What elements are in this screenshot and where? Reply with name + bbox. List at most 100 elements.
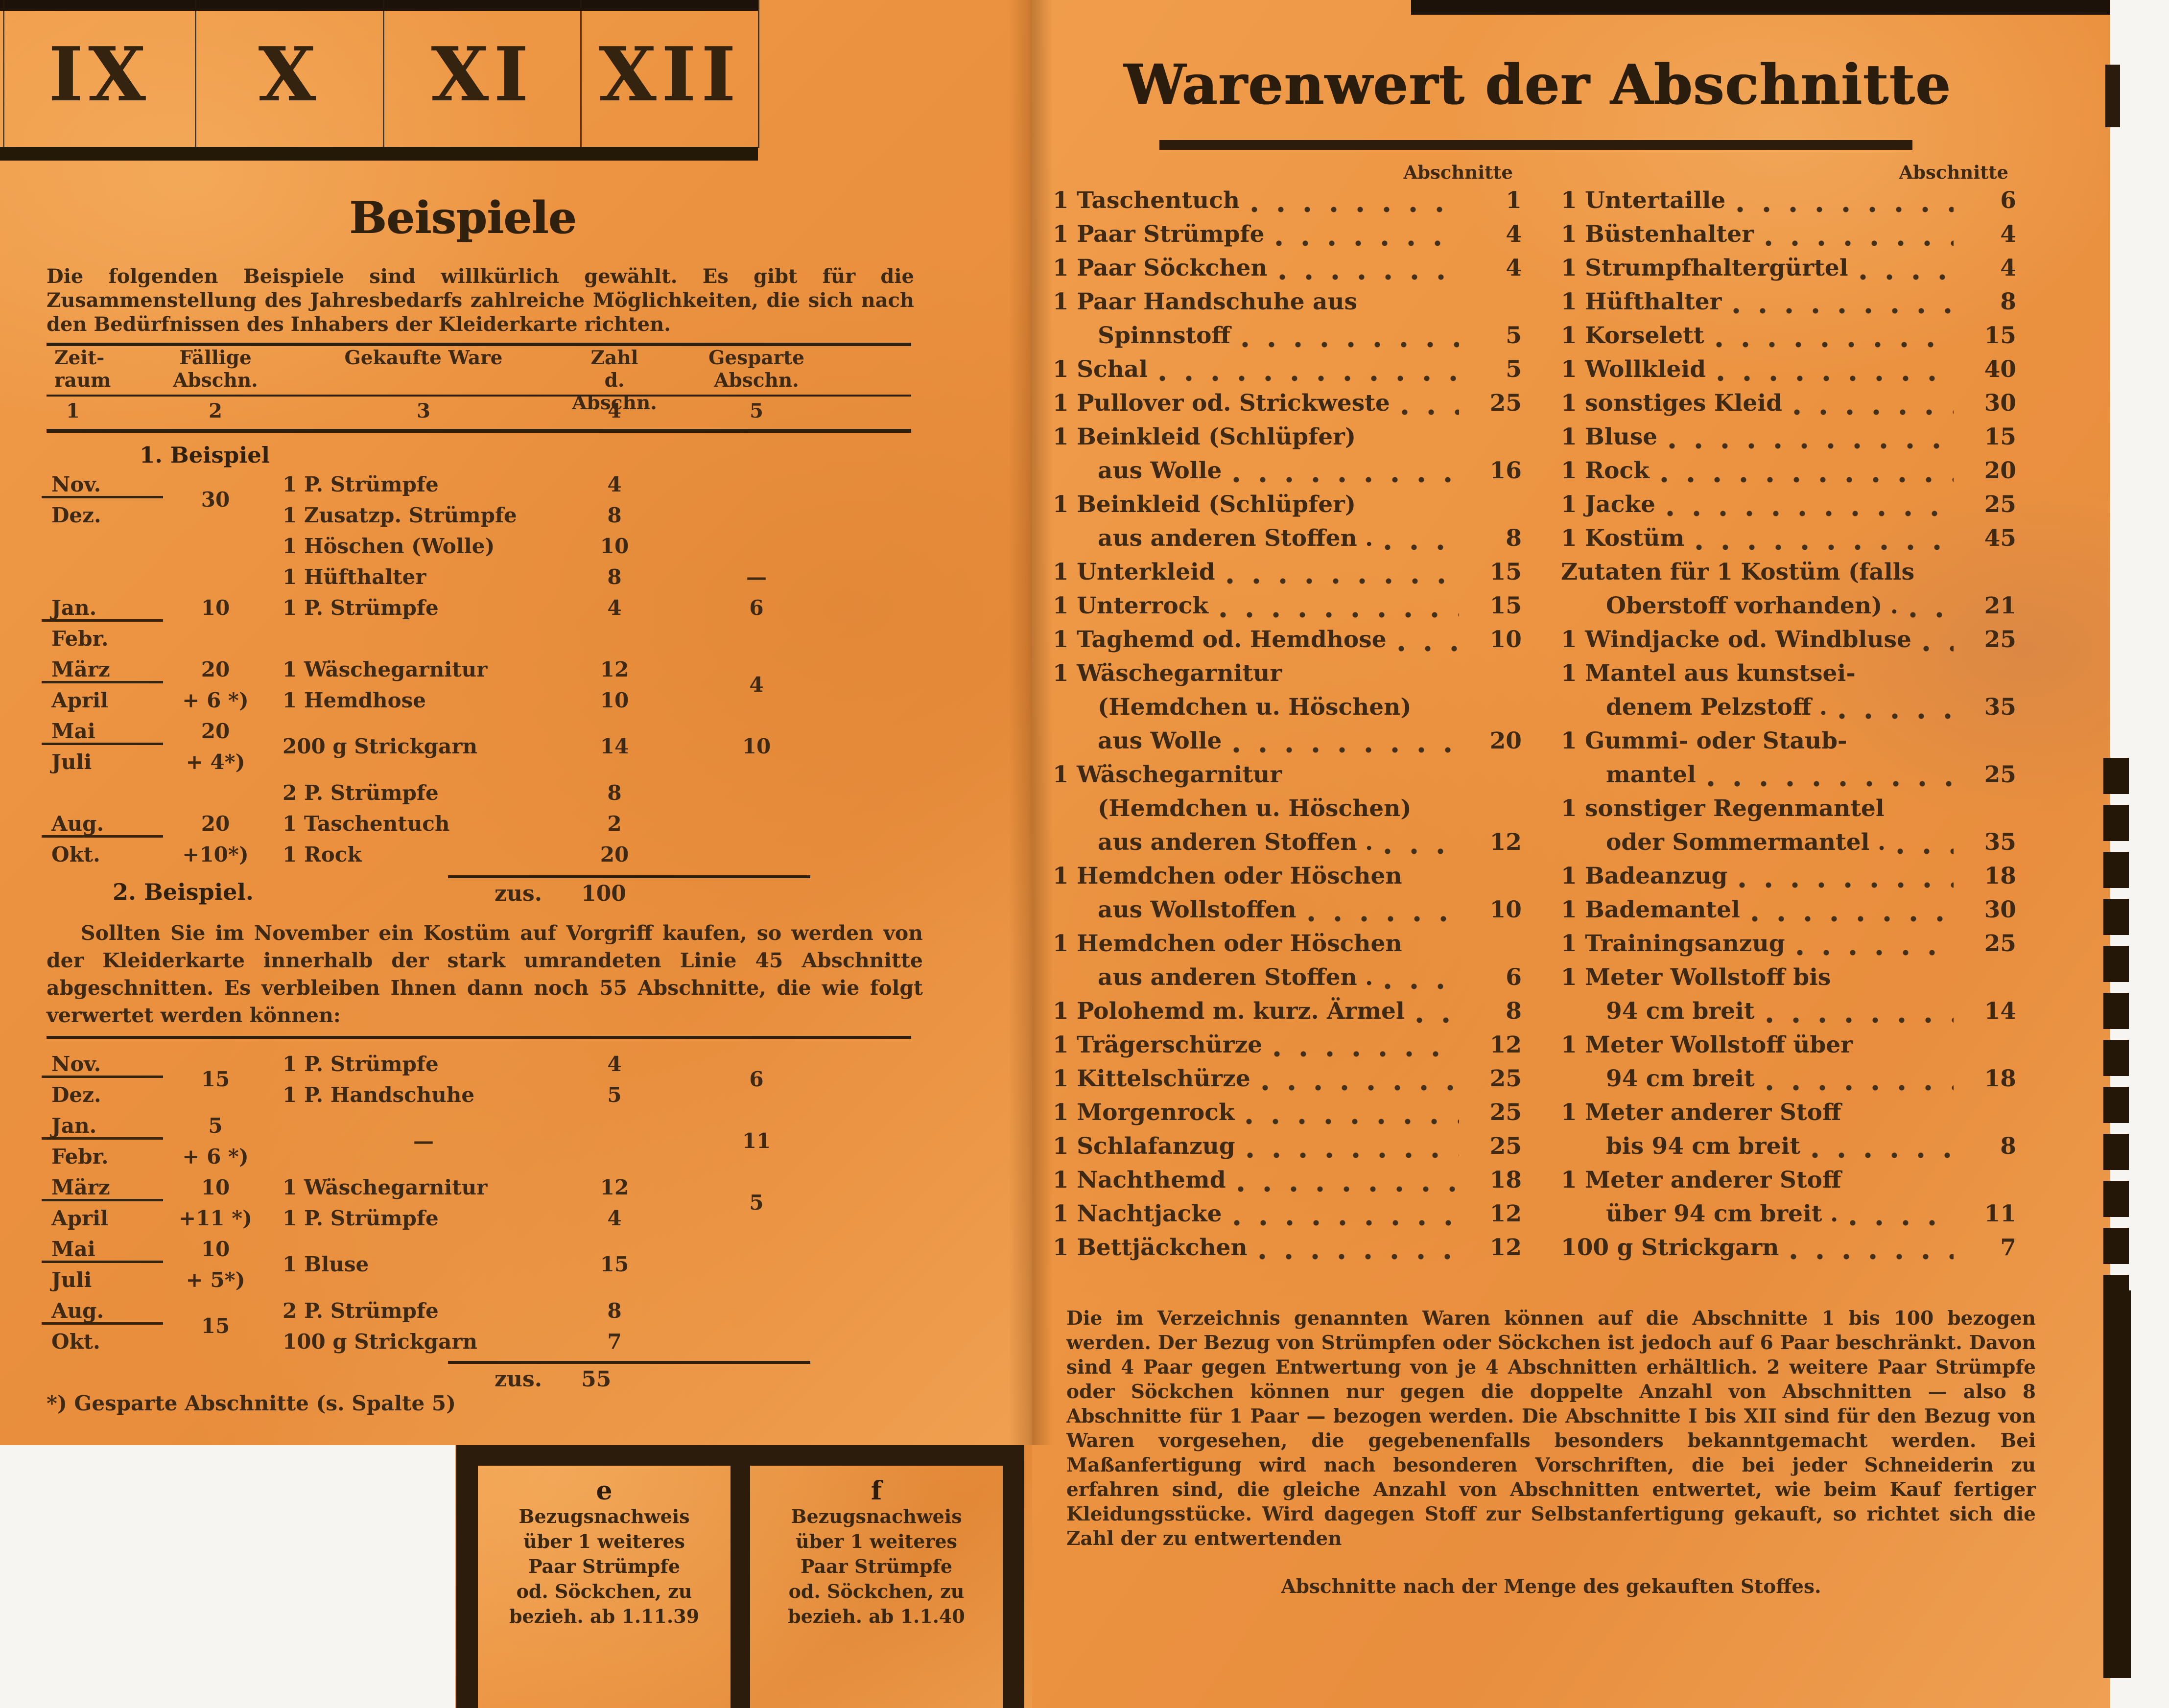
title-underline	[1159, 140, 1912, 150]
item-label: 1 Paar Strümpfe	[1053, 221, 1265, 248]
list-item: denem Pelzstoff . 35	[1561, 694, 2016, 727]
item-value: 18	[1984, 863, 2016, 889]
column-number: 2	[209, 399, 222, 422]
item-value: 35	[1984, 829, 2016, 856]
item-value: 4	[2000, 255, 2016, 281]
dot-leader	[1242, 341, 1459, 348]
table-row: Juli + 4*) 200 g Strickgarn 14 10	[47, 734, 854, 777]
item-value: 21	[1984, 592, 2016, 619]
list-item: 1 Unterkleid 15	[1053, 559, 1522, 592]
dot-leader	[1398, 645, 1459, 652]
cell-q: 7	[607, 1330, 622, 1354]
item-value: 15	[1984, 322, 2016, 349]
voucher-letter: f	[871, 1476, 882, 1506]
dot-leader	[1237, 1186, 1459, 1193]
item-value: 4	[1506, 221, 1522, 248]
cell-s: 6	[749, 1067, 764, 1091]
column-number: 5	[750, 399, 763, 422]
item-value: 8	[1506, 525, 1522, 552]
cell-s: 6	[749, 596, 764, 620]
voucher-letter: e	[596, 1476, 613, 1506]
item-label: 1 Büstenhalter	[1561, 221, 1754, 248]
dot-leader	[1733, 307, 1954, 314]
list-item: 100 g Strickgarn 7	[1561, 1234, 2016, 1268]
dot-leader	[1696, 544, 1954, 551]
item-label: 1 Jacke	[1561, 491, 1655, 518]
item-value: 15	[1984, 423, 2016, 450]
dot-leader	[1791, 1253, 1954, 1260]
scan-edge-top-left	[0, 0, 758, 11]
dot-leader	[1839, 713, 1954, 720]
dot-leader	[1707, 780, 1954, 787]
dot-leader	[1233, 1219, 1459, 1226]
item-value: 4	[2000, 221, 2016, 248]
list-item: 1 sonstiges Kleid 30	[1561, 390, 2016, 423]
dot-leader	[1276, 240, 1459, 247]
list-item: 1 Meter Wollstoff über	[1561, 1031, 2016, 1065]
table-row: Febr. + 6 *) — 11	[47, 1129, 854, 1172]
voucher-f: f Bezugsnachweis über 1 weiteres Paar Strüm…	[750, 1466, 1003, 1708]
dot-leader	[1416, 1017, 1459, 1024]
list-item: mantel 25	[1561, 761, 2016, 795]
cell-d: 10	[201, 1175, 230, 1199]
item-label: 1 Unterrock	[1053, 592, 1208, 619]
table-row: Nov. 1 P. Strümpfe 4	[42, 469, 854, 500]
dot-leader	[1262, 1084, 1459, 1091]
total-rule	[448, 875, 810, 878]
list-item: (Hemdchen u. Höschen)	[1053, 795, 1522, 829]
list-item: (Hemdchen u. Höschen)	[1053, 694, 1522, 727]
cell-q: 10	[600, 688, 629, 712]
item-label: 94 cm breit	[1606, 998, 1755, 1025]
cell-i: 1 Höschen (Wolle)	[283, 534, 495, 558]
list-item: 1 Bademantel 30	[1561, 896, 2016, 930]
item-value: 15	[1489, 592, 1522, 619]
table-row: Mai 10	[42, 1234, 854, 1264]
item-value: 20	[1489, 727, 1522, 754]
dot-leader	[1246, 1118, 1459, 1125]
list-item: aus anderen Stoffen . 12	[1053, 829, 1522, 863]
total-value: 100	[581, 881, 626, 906]
item-label: 1 Schal	[1053, 356, 1148, 383]
goods-value-list-right: 1 Untertaille 6 1 Büstenhalter 4 1 Strumpfha…	[1561, 187, 2016, 1268]
cell-i: 1 P. Handschuhe	[283, 1083, 475, 1107]
cell-q: 8	[607, 1299, 622, 1323]
item-label: 1 Bluse	[1561, 423, 1658, 450]
item-label: 1 Taschentuch	[1053, 187, 1240, 214]
table-rule	[47, 395, 911, 397]
cell-q: 20	[600, 842, 629, 866]
left-page-paper	[0, 0, 1032, 1445]
item-value: 15	[1489, 559, 1522, 585]
item-value: 45	[1984, 525, 2016, 552]
voucher-text-line: bezieh. ab 1.11.39	[509, 1605, 700, 1627]
item-value: 8	[1506, 998, 1522, 1025]
item-label: aus anderen Stoffen .	[1098, 525, 1373, 552]
list-item: 1 Taghemd od. Hemdhose 10	[1053, 626, 1522, 660]
cell-q: 8	[607, 503, 622, 527]
voucher-boxes: e Bezugsnachweis über 1 weiteres Paar Strüm…	[456, 1445, 1024, 1708]
cell-m: Febr.	[51, 627, 109, 651]
item-label: bis 94 cm breit	[1606, 1133, 1801, 1160]
list-item: aus Wolle 16	[1053, 457, 1522, 491]
cell-d: 15	[201, 1067, 230, 1091]
rules-paragraph: Die im Verzeichnis genannten Waren könne…	[1066, 1307, 2036, 1550]
cell-d: 30	[201, 488, 230, 512]
cell-i: 1 P. Strümpfe	[283, 1206, 439, 1230]
list-item: 1 Wäschegarnitur	[1053, 761, 1522, 795]
item-label: aus Wolle	[1098, 457, 1222, 484]
cell-q: 2	[607, 812, 622, 836]
list-item: aus anderen Stoffen . 8	[1053, 525, 1522, 559]
item-value: 25	[1984, 930, 2016, 957]
item-label: Zutaten für 1 Kostüm (falls	[1561, 559, 1915, 585]
cell-i: 2 P. Strümpfe	[283, 781, 439, 805]
cell-m: Mai	[42, 719, 163, 745]
item-value: 30	[1984, 390, 2016, 417]
item-value: 16	[1489, 457, 1522, 484]
item-label: 1 sonstiges Kleid	[1561, 390, 1782, 417]
table-rule	[47, 429, 911, 433]
table-row: Juli + 5*) 1 Bluse 15	[47, 1252, 854, 1295]
coupon-stub-XII: XII	[582, 0, 759, 148]
item-label: 1 Morgenrock	[1053, 1099, 1235, 1126]
cell-d: 10	[201, 596, 230, 620]
dot-leader	[1739, 882, 1954, 889]
item-label: 1 Bettjäckchen	[1053, 1234, 1248, 1261]
